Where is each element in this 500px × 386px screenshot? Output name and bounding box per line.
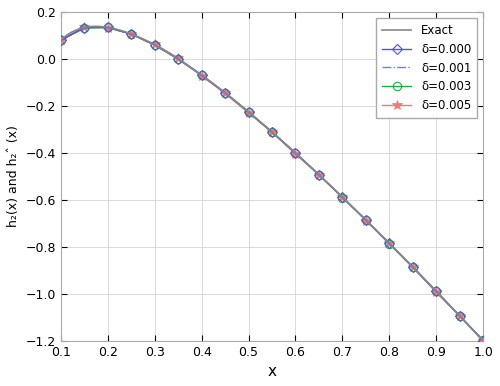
Exact bbox=[92, 24, 98, 29]
δ=0.003 bbox=[175, 57, 181, 61]
X-axis label: x: x bbox=[268, 364, 276, 379]
δ=0.003 bbox=[292, 151, 298, 155]
δ=0.001 bbox=[433, 289, 439, 294]
δ=0.005 bbox=[410, 265, 416, 269]
δ=0.003 bbox=[480, 338, 486, 342]
δ=0.003 bbox=[269, 130, 275, 135]
δ=0.005 bbox=[292, 152, 298, 156]
Y-axis label: h₂(x) and h₂ˆ (x): h₂(x) and h₂ˆ (x) bbox=[7, 125, 20, 227]
δ=0.000 bbox=[316, 173, 322, 177]
δ=0.005 bbox=[58, 38, 64, 42]
δ=0.001 bbox=[82, 25, 87, 30]
Exact bbox=[471, 328, 477, 333]
Line: δ=0.001: δ=0.001 bbox=[61, 27, 483, 341]
δ=0.005 bbox=[152, 42, 158, 46]
δ=0.000 bbox=[175, 57, 181, 61]
δ=0.005 bbox=[105, 25, 111, 30]
δ=0.003 bbox=[340, 195, 345, 200]
δ=0.003 bbox=[82, 26, 87, 30]
δ=0.005 bbox=[82, 25, 87, 29]
δ=0.001 bbox=[152, 43, 158, 47]
δ=0.001 bbox=[269, 130, 275, 134]
δ=0.000 bbox=[292, 151, 298, 155]
δ=0.001 bbox=[480, 339, 486, 343]
δ=0.003 bbox=[456, 313, 462, 318]
δ=0.000 bbox=[246, 110, 252, 114]
δ=0.005 bbox=[480, 339, 486, 344]
δ=0.005 bbox=[340, 195, 345, 199]
δ=0.005 bbox=[269, 130, 275, 134]
δ=0.003 bbox=[198, 73, 204, 78]
δ=0.001 bbox=[410, 265, 416, 269]
δ=0.000 bbox=[58, 38, 64, 42]
δ=0.001 bbox=[363, 218, 369, 222]
δ=0.005 bbox=[316, 173, 322, 177]
Exact bbox=[310, 167, 316, 171]
δ=0.005 bbox=[386, 241, 392, 245]
δ=0.005 bbox=[175, 56, 181, 60]
δ=0.005 bbox=[246, 110, 252, 115]
δ=0.001 bbox=[105, 25, 111, 30]
δ=0.005 bbox=[363, 218, 369, 223]
Exact bbox=[405, 260, 411, 264]
Exact bbox=[287, 146, 293, 151]
δ=0.003 bbox=[105, 25, 111, 30]
Line: δ=0.000: δ=0.000 bbox=[58, 24, 486, 344]
δ=0.003 bbox=[222, 90, 228, 95]
δ=0.003 bbox=[58, 38, 64, 42]
δ=0.003 bbox=[246, 110, 252, 114]
δ=0.000 bbox=[410, 265, 416, 269]
δ=0.000 bbox=[128, 32, 134, 36]
δ=0.000 bbox=[456, 313, 462, 318]
δ=0.000 bbox=[152, 43, 158, 47]
δ=0.001 bbox=[456, 313, 462, 318]
Line: δ=0.005: δ=0.005 bbox=[56, 22, 488, 346]
δ=0.005 bbox=[433, 290, 439, 295]
δ=0.005 bbox=[222, 91, 228, 96]
δ=0.000 bbox=[198, 73, 204, 77]
δ=0.001 bbox=[222, 91, 228, 95]
δ=0.000 bbox=[363, 218, 369, 222]
δ=0.000 bbox=[82, 25, 87, 30]
δ=0.003 bbox=[128, 32, 134, 36]
δ=0.001 bbox=[175, 57, 181, 61]
δ=0.001 bbox=[292, 151, 298, 155]
δ=0.003 bbox=[152, 43, 158, 47]
Line: δ=0.003: δ=0.003 bbox=[56, 23, 488, 344]
δ=0.001 bbox=[316, 172, 322, 177]
δ=0.005 bbox=[128, 32, 134, 36]
δ=0.000 bbox=[340, 195, 345, 200]
δ=0.005 bbox=[456, 313, 462, 318]
δ=0.001 bbox=[128, 32, 134, 36]
δ=0.000 bbox=[480, 338, 486, 343]
δ=0.001 bbox=[246, 110, 252, 114]
Line: Exact: Exact bbox=[61, 26, 483, 340]
δ=0.001 bbox=[198, 73, 204, 78]
Exact bbox=[480, 338, 486, 343]
Legend: Exact, δ=0.000, δ=0.001, δ=0.003, δ=0.005: Exact, δ=0.000, δ=0.001, δ=0.003, δ=0.00… bbox=[376, 18, 477, 118]
δ=0.003 bbox=[386, 242, 392, 246]
Exact bbox=[260, 121, 266, 126]
δ=0.000 bbox=[386, 241, 392, 246]
δ=0.001 bbox=[58, 38, 64, 42]
δ=0.000 bbox=[222, 90, 228, 95]
δ=0.003 bbox=[433, 289, 439, 293]
δ=0.005 bbox=[198, 74, 204, 78]
δ=0.000 bbox=[105, 25, 111, 30]
δ=0.003 bbox=[363, 218, 369, 222]
δ=0.000 bbox=[269, 130, 275, 134]
δ=0.003 bbox=[316, 173, 322, 177]
Exact bbox=[58, 38, 64, 42]
δ=0.000 bbox=[433, 289, 439, 294]
Exact bbox=[262, 124, 268, 128]
δ=0.003 bbox=[410, 264, 416, 269]
δ=0.001 bbox=[386, 241, 392, 246]
δ=0.001 bbox=[340, 195, 345, 200]
